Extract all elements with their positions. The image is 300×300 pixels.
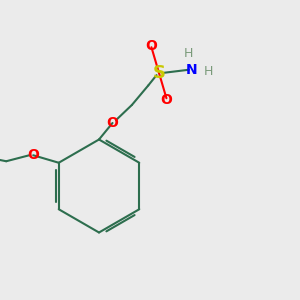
Text: O: O	[160, 93, 172, 107]
Text: N: N	[186, 63, 198, 77]
Text: H: H	[204, 65, 213, 78]
Text: H: H	[184, 47, 194, 60]
Text: S: S	[152, 64, 165, 82]
Text: O: O	[146, 39, 158, 53]
Text: O: O	[106, 116, 119, 130]
Text: O: O	[27, 148, 39, 162]
